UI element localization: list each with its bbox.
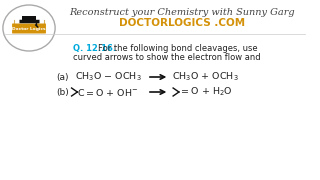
- FancyBboxPatch shape: [22, 16, 36, 21]
- Text: Reconstruct your Chemistry with Sunny Garg: Reconstruct your Chemistry with Sunny Ga…: [69, 8, 295, 17]
- Text: (a): (a): [56, 73, 68, 82]
- Text: DOCTORLOGICS .COM: DOCTORLOGICS .COM: [119, 18, 245, 28]
- Text: CH$_3$O $+$ OCH$_3$: CH$_3$O $+$ OCH$_3$: [172, 71, 239, 83]
- FancyBboxPatch shape: [12, 24, 46, 33]
- Text: (b): (b): [56, 87, 69, 96]
- Text: Q. 12.16.: Q. 12.16.: [73, 44, 116, 53]
- Text: Doctor Logics: Doctor Logics: [12, 26, 46, 30]
- Text: curved arrows to show the electron flow and: curved arrows to show the electron flow …: [73, 53, 260, 62]
- Ellipse shape: [3, 5, 55, 51]
- Text: CH$_3$O $-$ OCH$_3$: CH$_3$O $-$ OCH$_3$: [76, 71, 142, 83]
- Text: For the following bond cleavages, use: For the following bond cleavages, use: [98, 44, 257, 53]
- Text: C$=$O $+$ OH$^{-}$: C$=$O $+$ OH$^{-}$: [77, 87, 139, 98]
- Text: $=$O $+$ H$_2$O: $=$O $+$ H$_2$O: [179, 86, 233, 98]
